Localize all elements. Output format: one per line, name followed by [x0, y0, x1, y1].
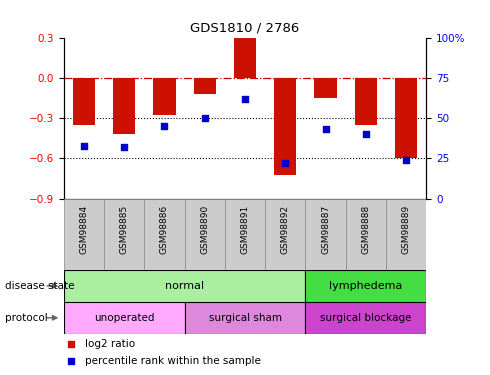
Bar — [305, 270, 426, 302]
Point — [201, 115, 209, 121]
Point — [67, 358, 75, 364]
Bar — [64, 302, 185, 334]
Bar — [305, 199, 346, 270]
Text: unoperated: unoperated — [94, 313, 154, 323]
Point — [80, 142, 88, 148]
Text: GSM98888: GSM98888 — [361, 204, 370, 254]
Text: GSM98886: GSM98886 — [160, 204, 169, 254]
Bar — [346, 199, 386, 270]
Text: log2 ratio: log2 ratio — [85, 339, 136, 349]
Bar — [153, 78, 175, 116]
Text: percentile rank within the sample: percentile rank within the sample — [85, 356, 261, 366]
Text: surgical sham: surgical sham — [209, 313, 281, 323]
Bar — [185, 302, 305, 334]
Bar — [73, 78, 95, 125]
Bar — [194, 78, 216, 94]
Text: surgical blockage: surgical blockage — [320, 313, 412, 323]
Point — [161, 123, 169, 129]
Text: GSM98890: GSM98890 — [200, 204, 209, 254]
Point — [281, 160, 289, 166]
Bar — [64, 270, 305, 302]
Bar — [305, 302, 426, 334]
Point — [241, 96, 249, 102]
Bar — [185, 199, 225, 270]
Bar — [144, 199, 185, 270]
Point — [362, 131, 370, 137]
Point — [67, 341, 75, 347]
Title: GDS1810 / 2786: GDS1810 / 2786 — [191, 22, 299, 35]
Text: GSM98885: GSM98885 — [120, 204, 129, 254]
Bar — [355, 78, 377, 125]
Text: GSM98887: GSM98887 — [321, 204, 330, 254]
Point — [402, 157, 410, 163]
Text: protocol: protocol — [5, 313, 48, 323]
Text: lymphedema: lymphedema — [329, 281, 403, 291]
Bar — [386, 199, 426, 270]
Point — [120, 144, 128, 150]
Bar — [64, 199, 104, 270]
Text: disease state: disease state — [5, 281, 74, 291]
Bar — [234, 38, 256, 78]
Text: GSM98889: GSM98889 — [402, 204, 411, 254]
Bar — [113, 78, 135, 134]
Point — [321, 126, 329, 132]
Text: GSM98892: GSM98892 — [281, 204, 290, 254]
Bar — [104, 199, 144, 270]
Text: GSM98884: GSM98884 — [79, 204, 88, 254]
Bar — [395, 78, 417, 159]
Text: normal: normal — [165, 281, 204, 291]
Text: GSM98891: GSM98891 — [241, 204, 249, 254]
Bar — [225, 199, 265, 270]
Bar — [274, 78, 296, 175]
Bar — [265, 199, 305, 270]
Bar — [315, 78, 337, 98]
